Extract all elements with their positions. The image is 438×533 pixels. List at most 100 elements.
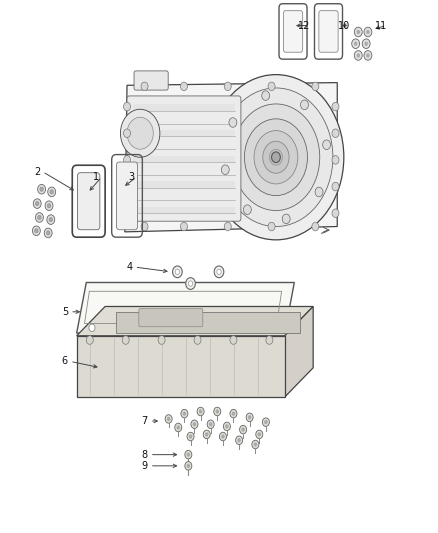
Circle shape [189,434,192,439]
Circle shape [207,420,214,429]
Circle shape [224,222,231,231]
Circle shape [50,190,53,194]
Circle shape [32,226,40,236]
Circle shape [48,187,56,197]
Circle shape [357,53,360,58]
Circle shape [191,420,198,429]
Circle shape [366,30,370,34]
Circle shape [205,432,208,437]
Circle shape [89,324,95,332]
Circle shape [159,324,165,332]
Circle shape [258,432,261,437]
Polygon shape [77,282,294,333]
Circle shape [323,140,331,150]
Text: 2: 2 [34,167,40,176]
Circle shape [264,324,270,332]
Circle shape [282,214,290,224]
Circle shape [173,266,182,278]
Circle shape [47,215,55,224]
Circle shape [203,430,210,439]
Text: 9: 9 [141,461,148,471]
Circle shape [122,336,129,344]
Circle shape [185,450,192,459]
Circle shape [223,422,230,431]
Circle shape [38,215,41,220]
Circle shape [366,53,370,58]
Circle shape [124,324,130,332]
Circle shape [180,222,187,231]
Circle shape [364,51,372,60]
FancyBboxPatch shape [127,96,241,221]
Circle shape [45,201,53,211]
FancyBboxPatch shape [283,11,303,52]
Circle shape [180,82,187,91]
Circle shape [354,27,362,37]
Circle shape [35,213,43,222]
Circle shape [188,281,193,286]
Circle shape [364,27,372,37]
FancyBboxPatch shape [134,71,168,90]
Circle shape [232,411,235,416]
Circle shape [40,187,43,191]
Circle shape [181,409,188,418]
Circle shape [186,278,195,289]
Circle shape [312,222,319,231]
Circle shape [194,336,201,344]
Circle shape [141,222,148,231]
Circle shape [35,229,38,233]
Bar [133,156,235,162]
Circle shape [47,204,51,208]
Polygon shape [77,336,285,397]
Circle shape [237,438,241,442]
Circle shape [197,407,204,416]
Circle shape [217,269,221,274]
Circle shape [124,129,131,138]
Circle shape [158,336,165,344]
Circle shape [187,464,190,468]
Circle shape [219,432,226,441]
Circle shape [44,228,52,238]
Circle shape [124,102,131,111]
Circle shape [49,217,53,222]
Text: 7: 7 [141,416,148,426]
Circle shape [352,39,360,49]
Circle shape [185,462,192,470]
Circle shape [266,336,273,344]
Circle shape [244,119,307,196]
Circle shape [357,30,360,34]
Bar [133,181,235,188]
Circle shape [364,42,368,46]
Circle shape [46,231,50,235]
Circle shape [124,209,131,217]
Circle shape [262,418,269,426]
Circle shape [214,407,221,416]
Circle shape [35,201,39,206]
Circle shape [175,269,180,274]
Circle shape [127,117,153,149]
Polygon shape [77,306,313,336]
Circle shape [230,409,237,418]
Circle shape [124,182,131,191]
Circle shape [86,336,93,344]
Circle shape [209,422,212,426]
Circle shape [232,104,320,211]
Circle shape [219,88,333,227]
Polygon shape [285,306,313,397]
Text: 1: 1 [93,172,99,182]
Circle shape [193,422,196,426]
Circle shape [240,425,247,434]
Text: 6: 6 [62,357,68,366]
Circle shape [354,51,362,60]
Polygon shape [116,312,300,333]
FancyBboxPatch shape [117,162,138,230]
Text: 11: 11 [375,21,387,30]
Circle shape [332,129,339,138]
Circle shape [248,415,251,419]
Circle shape [120,109,160,157]
Circle shape [229,324,235,332]
Circle shape [199,409,202,414]
Circle shape [268,222,275,231]
Text: 3: 3 [128,172,134,182]
Text: 8: 8 [141,450,148,459]
Circle shape [252,440,259,449]
